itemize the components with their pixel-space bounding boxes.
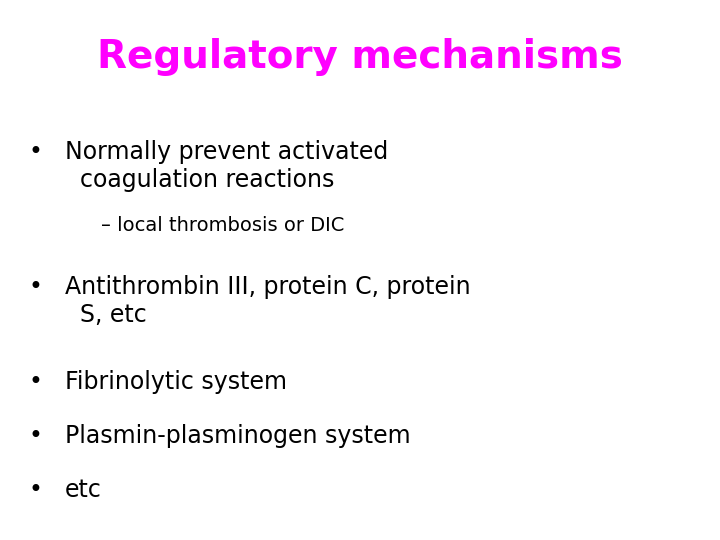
Text: •: • bbox=[29, 478, 42, 502]
Text: – local thrombosis or DIC: – local thrombosis or DIC bbox=[101, 216, 344, 235]
Text: •: • bbox=[29, 140, 42, 164]
Text: Plasmin-plasminogen system: Plasmin-plasminogen system bbox=[65, 424, 410, 448]
Text: •: • bbox=[29, 275, 42, 299]
Text: Normally prevent activated
  coagulation reactions: Normally prevent activated coagulation r… bbox=[65, 140, 388, 192]
Text: etc: etc bbox=[65, 478, 102, 502]
Text: Antithrombin III, protein C, protein
  S, etc: Antithrombin III, protein C, protein S, … bbox=[65, 275, 470, 327]
Text: •: • bbox=[29, 370, 42, 394]
Text: Regulatory mechanisms: Regulatory mechanisms bbox=[97, 38, 623, 76]
Text: Fibrinolytic system: Fibrinolytic system bbox=[65, 370, 287, 394]
Text: •: • bbox=[29, 424, 42, 448]
